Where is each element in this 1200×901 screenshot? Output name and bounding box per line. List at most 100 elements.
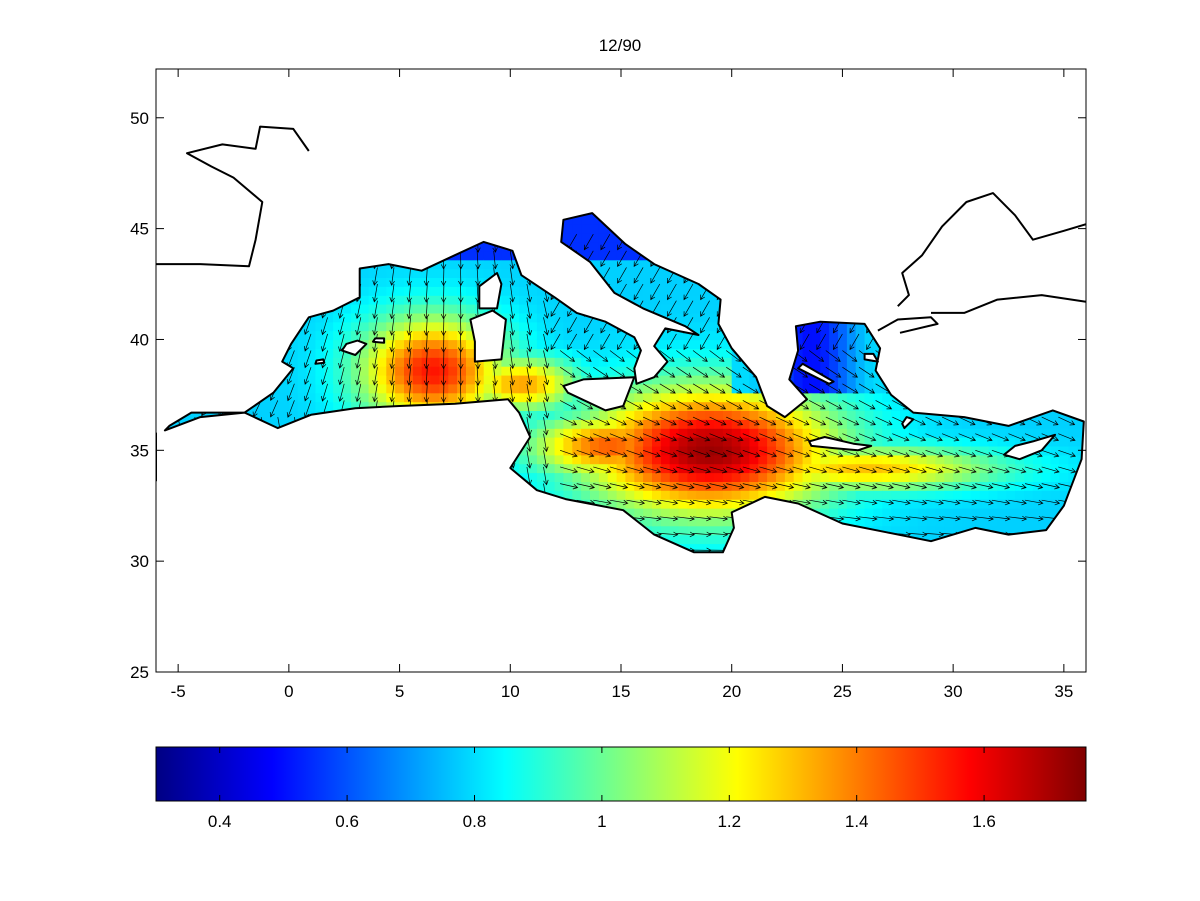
flow-arrow (543, 466, 549, 486)
field-cell (1068, 472, 1078, 482)
flow-arrow (423, 300, 430, 320)
field-cell (873, 463, 883, 474)
field-cell (802, 499, 813, 509)
field-cell (1024, 516, 1034, 527)
field-cell (678, 472, 689, 482)
flow-arrow (617, 267, 627, 284)
field-cell (731, 463, 742, 474)
field-cell (811, 401, 821, 411)
field-cell (457, 366, 467, 376)
flow-arrow (458, 283, 464, 303)
field-cell (1086, 366, 1096, 376)
field-cell (829, 339, 839, 349)
field-cell (696, 286, 706, 296)
field-cell (1086, 269, 1096, 279)
field-cell (563, 357, 573, 367)
field-cell (342, 357, 352, 367)
field-cell (607, 445, 618, 456)
field-cell (616, 286, 627, 296)
field-cell (492, 383, 503, 394)
field-cell (1006, 499, 1016, 509)
field-cell (342, 304, 352, 314)
field-cell (722, 481, 733, 491)
field-cell (466, 277, 476, 287)
field-cell (528, 445, 538, 456)
field-cell (678, 454, 689, 465)
field-cell (829, 490, 839, 500)
field-cell (829, 428, 839, 438)
field-cell (696, 490, 706, 500)
field-cell (598, 357, 609, 367)
field-cell (962, 445, 972, 456)
field-cell (457, 259, 467, 270)
field-cell (678, 463, 689, 474)
field-cell (731, 437, 742, 447)
field-cell (705, 348, 715, 358)
field-cell (342, 392, 352, 403)
field-cell (1032, 419, 1043, 429)
flow-arrow (576, 433, 595, 442)
field-cell (634, 383, 644, 394)
field-cell (749, 410, 759, 420)
field-cell (864, 330, 875, 341)
field-cell (767, 481, 777, 491)
field-cell (979, 445, 990, 456)
field-cell (705, 374, 715, 385)
field-cell (519, 295, 529, 305)
field-cell (953, 428, 963, 438)
flow-arrow (576, 483, 596, 490)
field-cell (891, 437, 901, 447)
field-cell (1059, 419, 1069, 429)
field-cell (536, 304, 547, 314)
field-cell (1032, 516, 1043, 527)
field-cell (900, 516, 910, 527)
field-cell (404, 339, 414, 349)
field-cell (271, 392, 281, 403)
field-cell (554, 419, 565, 429)
field-cell (643, 295, 653, 305)
field-cell (288, 366, 299, 376)
field-cell (944, 419, 954, 429)
flow-arrow (321, 350, 328, 369)
field-cell (536, 437, 547, 447)
field-cell (696, 499, 706, 509)
field-cell (1032, 428, 1043, 438)
field-cell (1032, 472, 1043, 482)
flow-arrow (269, 400, 279, 418)
field-cell (829, 366, 839, 376)
field-cell (474, 268, 485, 278)
field-cell (1006, 525, 1016, 536)
field-cell (324, 383, 334, 394)
field-cell (855, 366, 866, 376)
field-cell (838, 339, 848, 349)
flow-arrow (650, 267, 661, 284)
field-cell (395, 392, 405, 403)
field-cell (767, 472, 777, 482)
field-cell (1041, 428, 1052, 438)
field-cell (625, 419, 635, 429)
field-cell (908, 410, 919, 420)
field-cell (598, 241, 609, 252)
field-cell (714, 419, 724, 429)
field-cell (607, 348, 618, 358)
field-cell (1006, 507, 1016, 518)
field-cell (545, 330, 556, 341)
field-cell (758, 428, 768, 438)
field-cell (953, 445, 963, 456)
field-cell (678, 286, 689, 296)
field-cell (306, 366, 317, 376)
flow-arrow (440, 300, 447, 320)
field-cell (722, 472, 733, 482)
flow-arrow (355, 383, 362, 403)
flow-arrow (423, 283, 430, 303)
field-cell (669, 366, 680, 376)
field-cell (457, 312, 467, 323)
field-cell (838, 321, 848, 332)
field-cell (749, 490, 759, 500)
field-cell (350, 330, 361, 341)
field-cell (652, 428, 662, 438)
field-cell (554, 357, 565, 367)
field-cell (333, 321, 343, 332)
field-cell (386, 277, 396, 287)
field-cell (554, 366, 565, 376)
